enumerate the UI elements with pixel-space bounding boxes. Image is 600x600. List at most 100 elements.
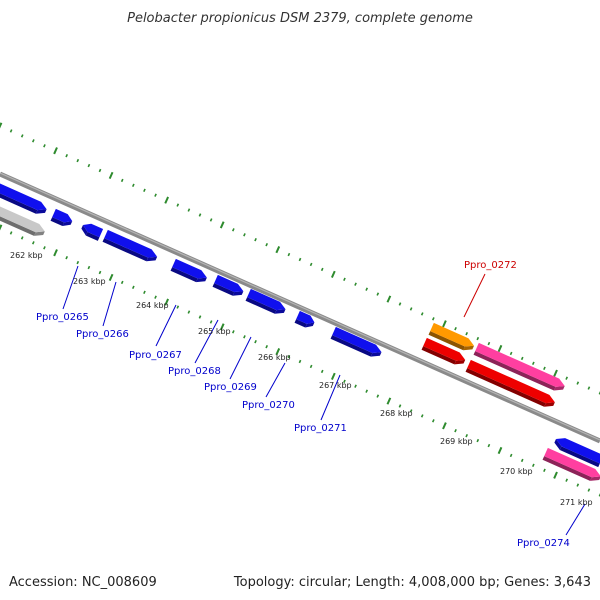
- inner-tick: [454, 429, 457, 433]
- gene-leader-line: [565, 503, 586, 536]
- outer-tick: [298, 257, 302, 262]
- outer-tick: [386, 295, 392, 303]
- inner-tick: [465, 433, 469, 438]
- inner-tick: [576, 483, 580, 487]
- label-leaders: [62, 265, 586, 536]
- outer-tick: [65, 153, 69, 158]
- gene-leader-line: [102, 281, 117, 327]
- gene-label-ppro-0270: Ppro_0270: [242, 400, 295, 411]
- gene-0274-arrow: [542, 447, 600, 481]
- gene-0274a-arrow: [554, 438, 600, 468]
- kbp-label: 269 kbp: [440, 437, 473, 446]
- outer-tick: [576, 381, 580, 385]
- inner-tick: [131, 285, 135, 290]
- inner-tick: [487, 443, 491, 448]
- outer-tick: [20, 134, 24, 138]
- inner-tick: [409, 409, 413, 413]
- outer-tick: [398, 302, 402, 306]
- inner-tick: [287, 354, 291, 359]
- inner-tick: [543, 468, 546, 472]
- outer-tick: [487, 341, 491, 346]
- inner-tick: [442, 422, 447, 430]
- inner-tick: [275, 348, 281, 356]
- kbp-label: 267 kbp: [319, 381, 352, 390]
- outer-tick: [209, 218, 213, 222]
- outer-tick-ring: [0, 122, 600, 395]
- outer-tick: [587, 386, 591, 390]
- outer-tick: [243, 233, 246, 237]
- outer-tick: [120, 178, 124, 183]
- gene-leader-line: [194, 319, 219, 364]
- outer-tick: [531, 361, 535, 366]
- inner-tick: [176, 305, 180, 309]
- inner-tick: [509, 453, 513, 458]
- gene-0270-arrow: [294, 310, 315, 328]
- outer-tick: [409, 307, 413, 311]
- outer-tick: [454, 327, 457, 331]
- outer-tick: [176, 203, 180, 207]
- kbp-label: 268 kbp: [380, 409, 413, 418]
- inner-tick: [497, 446, 503, 455]
- gene-0268-arrow: [212, 274, 244, 296]
- outer-tick: [431, 317, 435, 321]
- inner-tick: [143, 290, 146, 294]
- outer-tick: [354, 282, 357, 286]
- genome-backbone: [0, 171, 600, 444]
- outer-tick: [231, 228, 235, 232]
- accession-text: Accession: NC_008609: [9, 575, 157, 590]
- outer-tick: [9, 129, 13, 133]
- gene-leader-line: [62, 265, 79, 310]
- outer-tick: [553, 369, 558, 377]
- outer-tick: [143, 188, 146, 192]
- gene-0265-arrow: [50, 208, 73, 227]
- outer-tick: [509, 351, 513, 356]
- outer-tick: [420, 312, 424, 316]
- outer-tick: [343, 277, 346, 281]
- outer-tick: [154, 193, 157, 197]
- inner-tick: [587, 488, 591, 492]
- outer-tick: [287, 252, 291, 257]
- outer-tick: [131, 183, 135, 188]
- inner-tick: [31, 241, 35, 245]
- outer-tick: [198, 213, 202, 217]
- inner-tick: [53, 249, 58, 257]
- inner-tick: [254, 340, 257, 344]
- inner-tick: [65, 255, 69, 260]
- topology-text: Topology: circular; Length: 4,008,000 bp…: [233, 575, 591, 590]
- inner-tick: [76, 260, 80, 265]
- inner-tick: [343, 379, 346, 383]
- gene-label-ppro-0274: Ppro_0274: [517, 538, 570, 549]
- outer-tick: [330, 270, 336, 278]
- kbp-label: 271 kbp: [560, 498, 593, 507]
- kbp-label: 262 kbp: [10, 251, 43, 260]
- inner-tick: [298, 359, 302, 364]
- gene-0264-arrow: [0, 183, 47, 214]
- outer-tick: [219, 221, 225, 229]
- gene-features: [0, 183, 600, 481]
- gene-leader-line: [229, 336, 252, 380]
- inner-tick: [531, 463, 535, 468]
- gene-0273b-arrow: [465, 359, 555, 407]
- gene-label-ppro-0265: Ppro_0265: [36, 312, 89, 323]
- map-title: Pelobacter propionicus DSM 2379, complet…: [127, 11, 473, 26]
- inner-tick: [209, 320, 213, 324]
- outer-tick: [476, 336, 480, 341]
- inner-tick-ring: [0, 224, 600, 497]
- gene-leader-line: [320, 374, 341, 421]
- outer-tick: [465, 331, 469, 336]
- inner-tick: [320, 369, 324, 374]
- inner-tick: [553, 471, 558, 479]
- outer-tick: [365, 287, 369, 291]
- outer-tick: [320, 267, 324, 272]
- gene-0272-pink-arrow: [473, 342, 565, 391]
- outer-tick: [108, 171, 114, 180]
- inner-tick: [309, 364, 313, 369]
- inner-tick: [231, 330, 235, 334]
- inner-tick: [330, 372, 336, 380]
- inner-tick: [565, 478, 569, 482]
- gene-0266a-arrow: [81, 223, 104, 241]
- kbp-label: 264 kbp: [136, 301, 169, 310]
- inner-tick: [398, 404, 402, 408]
